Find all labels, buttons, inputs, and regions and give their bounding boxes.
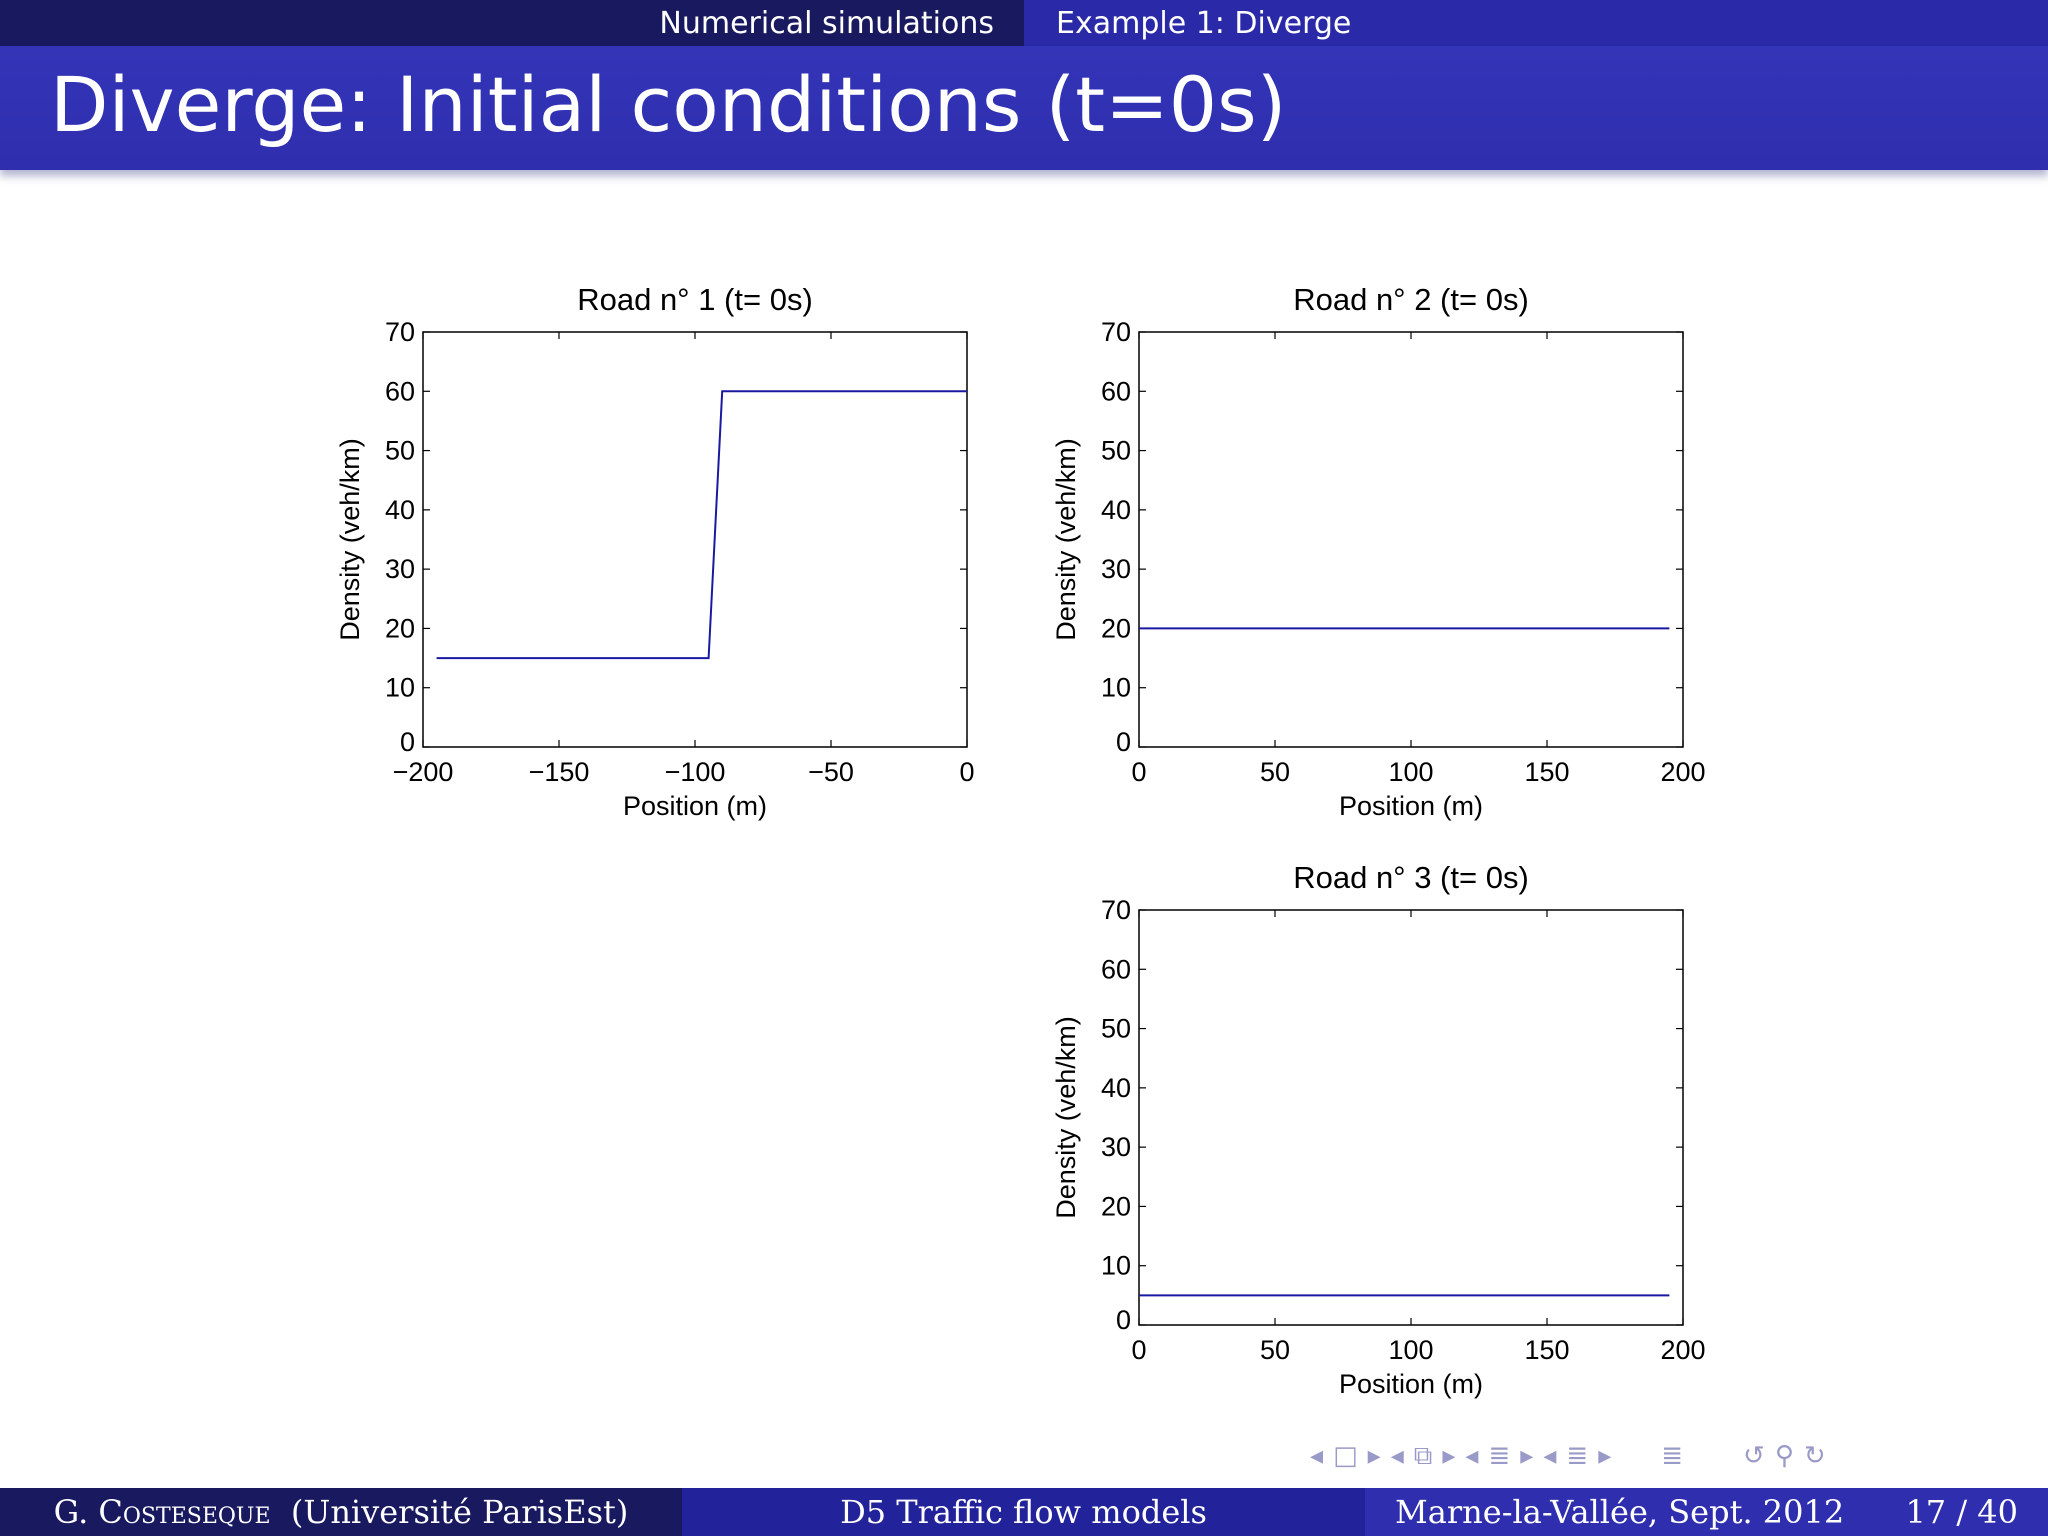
nav-next-doc-icon[interactable]: ▸ — [1598, 1441, 1612, 1471]
slide-title: Diverge: Initial conditions (t=0s) — [50, 60, 1287, 149]
x-tick-label: 100 — [1388, 1335, 1433, 1365]
y-tick-label: 60 — [385, 376, 415, 406]
y-tick-label: 40 — [385, 495, 415, 525]
y-tick-label: 30 — [1101, 1132, 1131, 1162]
x-tick-label: 0 — [1131, 1335, 1146, 1365]
nav-doc-icon[interactable]: ≣ — [1566, 1441, 1589, 1471]
y-tick-label: 20 — [1101, 613, 1131, 643]
plot-frame — [1138, 909, 1684, 1326]
y-tick-label: 50 — [1101, 1014, 1131, 1044]
nav-back-icon[interactable]: ↺ — [1743, 1441, 1765, 1471]
nav-forward-icon[interactable]: ↻ — [1803, 1441, 1826, 1471]
y-tick-label: 60 — [1101, 954, 1131, 984]
nav-prev-frame-icon[interactable]: ◂ — [1310, 1441, 1324, 1471]
y-tick-label: 40 — [1101, 495, 1131, 525]
nav-section-icon[interactable]: ≣ — [1488, 1441, 1511, 1471]
x-tick-label: 50 — [1260, 1335, 1290, 1365]
nav-next-section-icon[interactable]: ▸ — [1520, 1441, 1534, 1471]
y-axis-label: Density (veh/km) — [1051, 438, 1081, 641]
header-bar: Numerical simulations Example 1: Diverge — [0, 0, 2048, 46]
plot-frame — [1138, 331, 1684, 748]
y-axis-label: Density (veh/km) — [1051, 1016, 1081, 1219]
x-tick-label: −50 — [808, 757, 854, 787]
y-tick-label: 40 — [1101, 1073, 1131, 1103]
y-tick-label: 70 — [1101, 895, 1131, 925]
footer-author: G. Costeseque (Université ParisEst) — [0, 1488, 682, 1536]
plot-title: Road n° 3 (t= 0s) — [1293, 860, 1529, 895]
x-tick-label: 50 — [1260, 757, 1290, 787]
x-tick-label: −150 — [529, 757, 590, 787]
y-tick-label: 50 — [1101, 436, 1131, 466]
footer-affiliation: (Université ParisEst) — [290, 1493, 629, 1531]
x-tick-label: 200 — [1660, 757, 1705, 787]
header-subsection[interactable]: Example 1: Diverge — [1024, 0, 2048, 46]
nav-next-subsection-icon[interactable]: ▸ — [1442, 1441, 1456, 1471]
y-tick-label: 70 — [385, 317, 415, 347]
x-axis-label: Position (m) — [1339, 1369, 1483, 1399]
y-tick-label: 30 — [385, 554, 415, 584]
x-tick-label: 0 — [1131, 757, 1146, 787]
y-tick-label: 0 — [1116, 1305, 1131, 1335]
x-tick-label: −200 — [393, 757, 454, 787]
y-tick-label: 20 — [385, 613, 415, 643]
x-tick-label: 0 — [959, 757, 974, 787]
title-bar: Diverge: Initial conditions (t=0s) — [0, 46, 2048, 170]
header-section[interactable]: Numerical simulations — [0, 0, 1024, 46]
plot-2: Road n° 2 (t= 0s) 0 50 100 150 200 0 10 20 30 40 50… — [1051, 282, 1706, 821]
footer-author-name: Costeseque — [98, 1493, 271, 1531]
y-tick-label: 0 — [400, 727, 415, 757]
x-tick-label: −100 — [665, 757, 726, 787]
x-tick-label: 150 — [1524, 1335, 1569, 1365]
beamer-navigation: ◂ □ ▸ ◂ ⧉ ▸ ◂ ≣ ▸ ◂ ≣ ▸ ≣ ↺ ⚲ ↻ — [1310, 1436, 2030, 1476]
plot-frame — [422, 331, 968, 748]
x-tick-label: 200 — [1660, 1335, 1705, 1365]
footer-bar: G. Costeseque (Université ParisEst) D5 T… — [0, 1488, 2048, 1536]
y-axis-label: Density (veh/km) — [335, 438, 365, 641]
y-tick-label: 20 — [1101, 1191, 1131, 1221]
y-tick-label: 30 — [1101, 554, 1131, 584]
nav-prev-subsection-icon[interactable]: ◂ — [1390, 1441, 1404, 1471]
plot-1: Road n° 1 (t= 0s) −200 −150 −100 −50 0 0 10 20 30… — [335, 282, 975, 821]
nav-frame-icon[interactable]: □ — [1333, 1441, 1358, 1471]
density-series-line — [436, 390, 967, 660]
y-tick-label: 50 — [385, 436, 415, 466]
nav-next-frame-icon[interactable]: ▸ — [1367, 1441, 1381, 1471]
y-tick-label: 0 — [1116, 727, 1131, 757]
y-tick-label: 10 — [1101, 673, 1131, 703]
plot-3: Road n° 3 (t= 0s) 0 50 100 150 200 0 10 20 30 40 50… — [1051, 860, 1706, 1399]
footer-talk: D5 Traffic flow models — [682, 1488, 1365, 1536]
nav-search-icon[interactable]: ⚲ — [1774, 1441, 1794, 1471]
y-tick-label: 10 — [1101, 1251, 1131, 1281]
x-axis-label: Position (m) — [1339, 791, 1483, 821]
x-axis-label: Position (m) — [623, 791, 767, 821]
plot-title: Road n° 2 (t= 0s) — [1293, 282, 1529, 317]
nav-prev-section-icon[interactable]: ◂ — [1465, 1441, 1479, 1471]
x-tick-label: 100 — [1388, 757, 1433, 787]
footer-author-initial: G. — [53, 1493, 89, 1531]
plot-title: Road n° 1 (t= 0s) — [577, 282, 813, 317]
footer-page: 17 / 40 — [1905, 1493, 2018, 1531]
y-tick-label: 10 — [385, 673, 415, 703]
y-tick-label: 60 — [1101, 376, 1131, 406]
x-tick-label: 150 — [1524, 757, 1569, 787]
footer-venue: Marne-la-Vallée, Sept. 2012 — [1395, 1493, 1845, 1531]
nav-prev-doc-icon[interactable]: ◂ — [1543, 1441, 1557, 1471]
y-tick-label: 70 — [1101, 317, 1131, 347]
nav-appendix-icon[interactable]: ≣ — [1661, 1441, 1684, 1471]
nav-subsection-icon[interactable]: ⧉ — [1413, 1440, 1433, 1471]
footer-venue-area: Marne-la-Vallée, Sept. 2012 17 / 40 — [1365, 1488, 2048, 1536]
